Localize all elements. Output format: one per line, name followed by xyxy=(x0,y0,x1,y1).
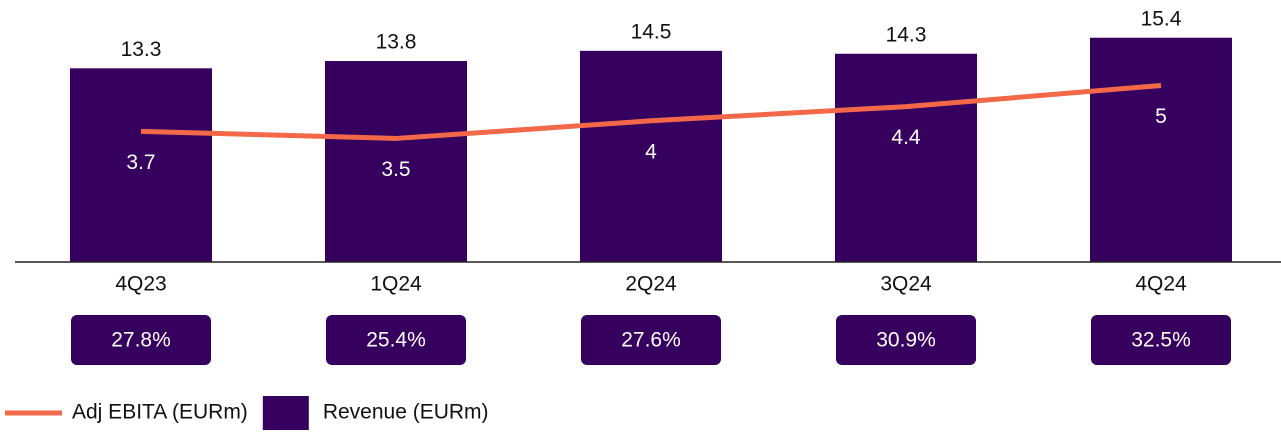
margin-box xyxy=(71,315,211,365)
x-tick-label: 3Q24 xyxy=(880,273,932,296)
bar xyxy=(835,53,977,262)
bar xyxy=(1090,37,1232,262)
margin-label: 27.6% xyxy=(621,329,681,352)
line-value-label: 3.7 xyxy=(126,151,155,174)
bar-value-label: 13.3 xyxy=(121,38,162,61)
line-value-label: 4 xyxy=(645,140,657,163)
bar-value-label: 15.4 xyxy=(1141,7,1182,30)
bar xyxy=(580,50,722,262)
x-tick-label: 2Q24 xyxy=(625,273,677,296)
line xyxy=(140,82,1162,141)
legend-label: Revenue (EURm) xyxy=(323,401,489,424)
line-value-label: 3.5 xyxy=(381,158,410,181)
x-tick-label: 4Q24 xyxy=(1135,273,1187,296)
margin-label: 25.4% xyxy=(366,329,426,352)
margin-box xyxy=(836,315,976,365)
bar xyxy=(325,61,467,262)
margin-label: 27.8% xyxy=(111,329,171,352)
margin-box xyxy=(1091,315,1231,365)
bar xyxy=(70,68,212,262)
legend-swatch xyxy=(262,396,309,430)
line-value-label: 4.4 xyxy=(891,126,921,149)
margin-label: 30.9% xyxy=(876,329,936,352)
margin-box xyxy=(326,315,466,365)
bar-value-label: 14.5 xyxy=(631,20,672,43)
margin-label: 32.5% xyxy=(1131,329,1191,352)
x-tick-label: 4Q23 xyxy=(115,273,166,296)
margin-box xyxy=(581,315,721,365)
bar-value-label: 13.8 xyxy=(376,31,417,54)
legend-label: Adj EBITA (EURm) xyxy=(72,401,248,424)
bar-value-label: 14.3 xyxy=(886,23,927,46)
x-tick-label: 1Q24 xyxy=(370,273,422,296)
line-value-label: 5 xyxy=(1155,105,1167,128)
